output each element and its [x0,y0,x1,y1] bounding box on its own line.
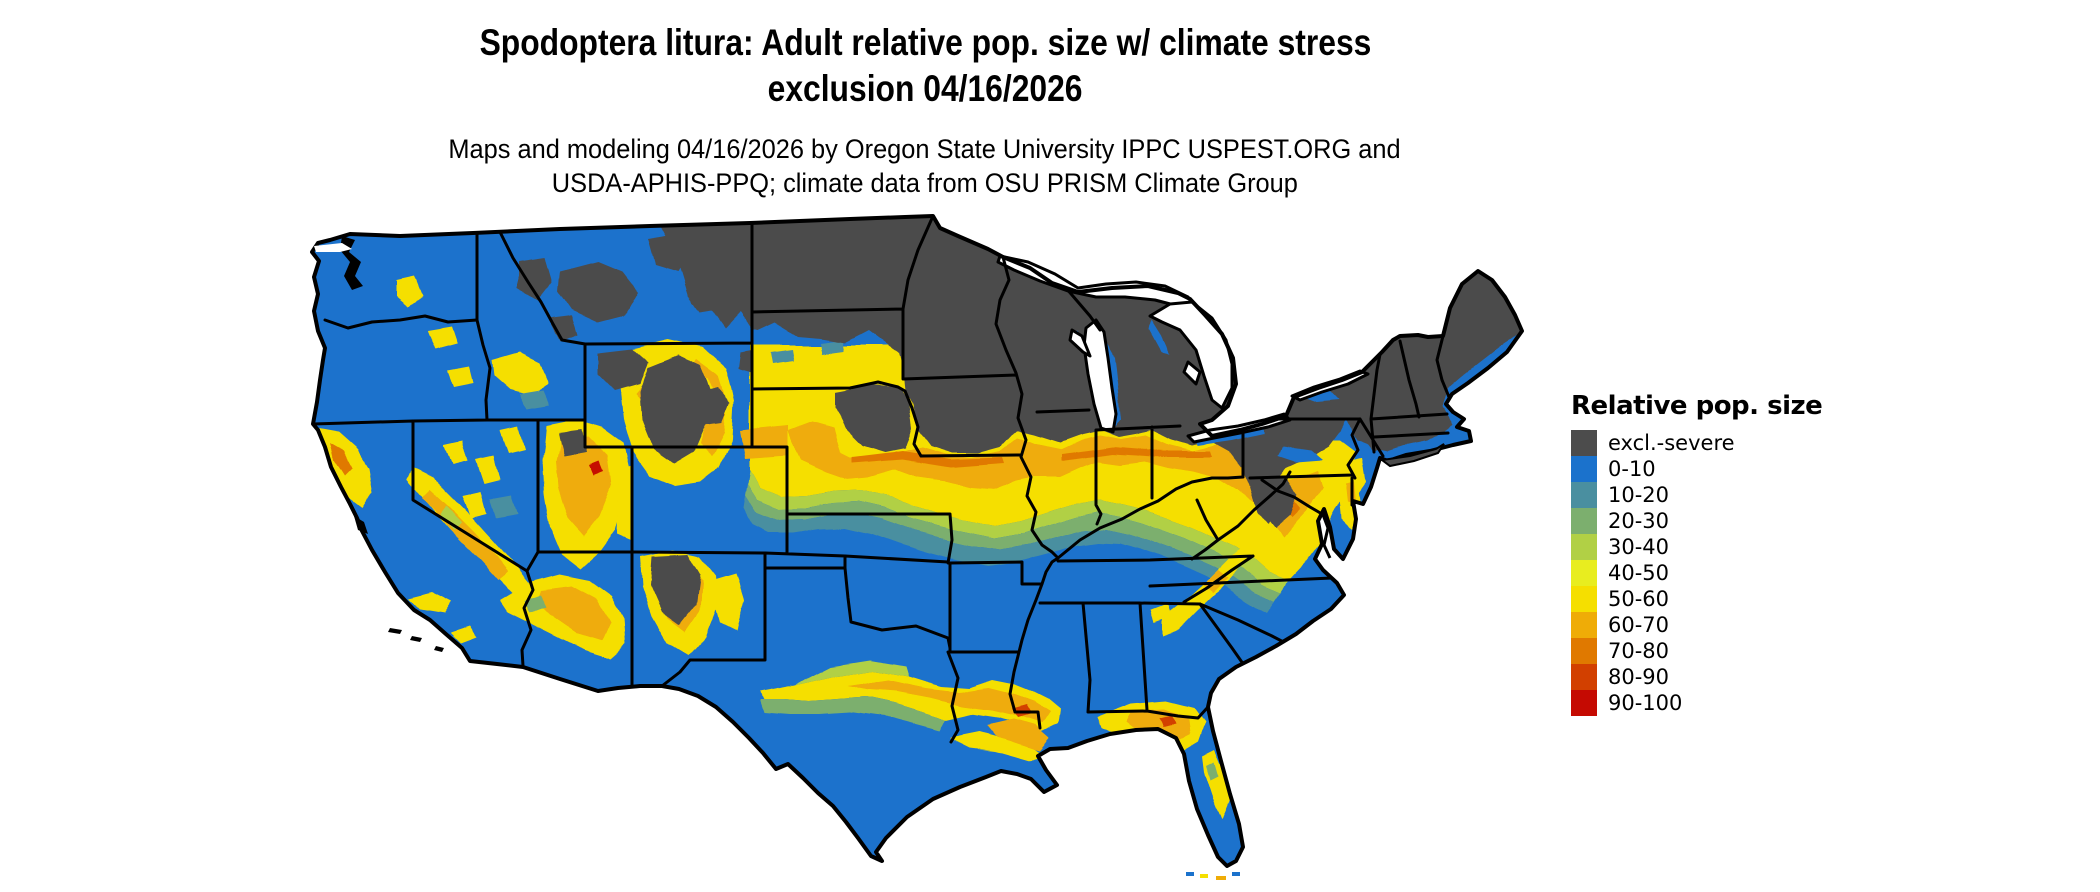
field-excluded-newmexico [650,554,700,625]
legend-title: Relative pop. size [1571,391,1823,421]
field-nv-yellow-ridges [444,426,524,518]
legend-swatch [1571,586,1597,612]
legend-label: 20-30 [1608,509,1670,533]
field-az-orange [536,586,610,640]
map-title-line-2: exclusion 04/16/2026 [767,68,1083,109]
field-excluded-colorado [640,356,710,464]
field-fl-spine-green [1206,762,1218,780]
field-excluded-greatsaltlake [558,429,587,456]
field-id-teal [520,390,550,408]
field-la-coast-yellow [950,732,1046,760]
field-la-coast-orange [988,720,1050,750]
legend-item: 80-90 [1571,664,1822,690]
legend-swatch [1571,534,1597,560]
field-nfl-red [1160,715,1176,727]
lake-michigan [1082,318,1118,434]
legend-label: 10-20 [1608,483,1670,507]
legend-item: excl.-severe [1571,430,1822,456]
legend-item: 40-50 [1571,560,1822,586]
field-band-orange [788,421,1324,537]
legend-label: 60-70 [1608,613,1670,637]
map-subtitle-line-2: USDA-APHIS-PPQ; climate data from OSU PR… [551,168,1299,198]
field-tx-yellow [758,670,1060,732]
legend-item: 90-100 [1571,690,1822,716]
legend-swatch [1571,456,1597,482]
field-tx-green-fringe [760,698,946,732]
green-bay [1068,328,1092,358]
field-ut-east-yellow [618,466,632,540]
field-excluded-montana [558,235,730,322]
legend-item: 60-70 [1571,612,1822,638]
field-sd-teal-specks [770,339,844,363]
legend-swatch [1571,690,1597,716]
field-ut-orange [556,436,612,536]
field-or-yellow [428,326,472,388]
conus-outline [310,214,1524,868]
legend: Relative pop. size excl.-severe 0-10 10-20… [1571,391,1823,716]
field-nv-teal [490,496,518,518]
field-excluded-nebraska-tongue [835,385,912,452]
legend-swatch [1571,664,1597,690]
legend-label: 80-90 [1608,665,1670,689]
field-excluded-wv-ridge [1255,470,1298,528]
channel-islands [388,628,444,652]
legend-label: excl.-severe [1608,431,1735,455]
long-island [1379,443,1445,468]
legend-item: 20-30 [1571,508,1822,534]
field-band-deeporange [852,447,1300,517]
field-excluded-idaho [518,258,578,342]
legend-label: 50-60 [1608,587,1670,611]
legend-label: 0-10 [1608,457,1656,481]
map-subtitle: Maps and modeling 04/16/2026 by Oregon S… [0,132,1850,200]
legend-swatch [1571,482,1597,508]
field-tx-yellowgreen-fringe [795,660,908,685]
field-ca-coast-orange [330,444,352,476]
field-wa-cascades-yellow [396,276,422,306]
legend-swatch [1571,560,1597,586]
map-subtitle-line-1: Maps and modeling 04/16/2026 by Oregon S… [448,134,1402,164]
legend-swatch [1571,508,1597,534]
field-ny-blue-patches [1278,386,1340,462]
legend-label: 70-80 [1608,639,1670,663]
legend-item: 30-40 [1571,534,1822,560]
field-sierra-green [440,506,462,530]
field-co-ne-orange [740,425,788,458]
legend-item: 70-80 [1571,638,1822,664]
field-id-yellow [492,352,548,396]
florida-keys [1186,872,1240,880]
coast-details [314,236,1445,880]
map-title-line-1: Spodoptera litura: Adult relative pop. s… [479,22,1371,63]
state-borders [312,216,1451,744]
juan-de-fuca-strait [314,243,352,252]
legend-label: 90-100 [1608,691,1683,715]
field-band-teal [744,496,1274,614]
legend-items: excl.-severe 0-10 10-20 20-30 30-40 40-50 50-6… [1571,430,1822,716]
legend-swatch [1571,638,1597,664]
field-tx-orange [848,680,1050,724]
chesapeake-bay-inlets [1320,511,1332,559]
saginaw-bay [1182,360,1202,386]
sf-bay [354,516,368,534]
legend-item: 10-20 [1571,482,1822,508]
legend-swatch [1571,612,1597,638]
field-band-yellowgreen [748,470,1288,592]
header: Spodoptera litura: Adult relative pop. s… [0,20,1850,200]
field-socal-yellow [408,592,478,642]
legend-label: 30-40 [1608,535,1670,559]
legend-item: 50-60 [1571,586,1822,612]
legend-label: 40-50 [1608,561,1670,585]
field-excluded-wyoming [598,348,752,425]
legend-item: 0-10 [1571,456,1822,482]
legend-swatch [1571,430,1597,456]
